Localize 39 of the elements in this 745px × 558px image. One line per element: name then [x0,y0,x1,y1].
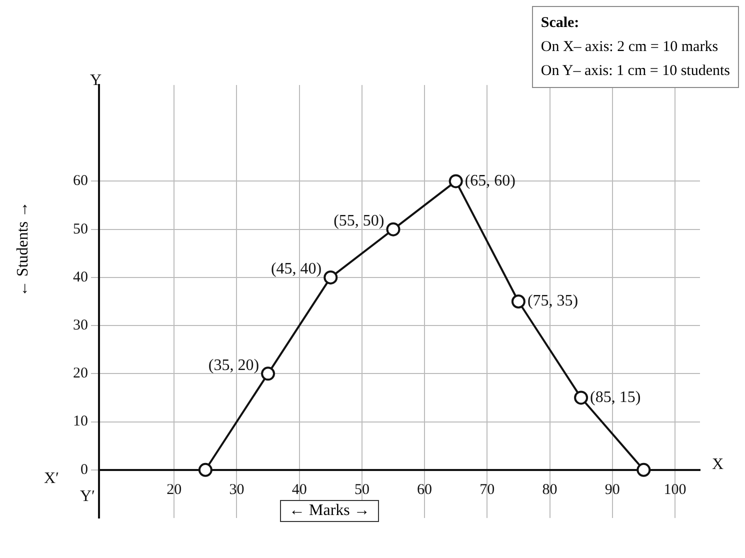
text: X′ [44,470,60,488]
annotation: (55, 50) [334,212,384,230]
y-tick-label: 10 [73,414,88,430]
y-tick-label: 20 [73,366,88,382]
y-tick-label: 30 [73,317,88,334]
text: Scale: [540,14,580,33]
x-tick-label: 30 [229,482,244,498]
text: Y′ [80,488,96,506]
point [386,222,400,236]
text: On X– axis: 2 cm = 10 marks [540,38,720,57]
x-tick-label: 20 [166,482,182,498]
x-tick-label: 70 [480,482,495,498]
annotation: (85, 15) [590,388,641,406]
x-tick-label: 60 [417,482,432,498]
annotation: (35, 20) [208,356,260,374]
x-tick-label: 40 [292,482,307,498]
point [636,462,651,477]
y-tick-label: 60 [73,173,88,190]
x-axis-title: ← Marks → [280,500,379,522]
y-axis-title: ← Students → [14,197,33,301]
annotation: (65, 60) [464,172,516,190]
x-tick-label: 100 [664,482,686,498]
x-tick-label: 90 [604,482,620,498]
text: On Y– axis: 1 cm = 10 students [540,62,730,81]
y-tick-label: 40 [73,269,88,286]
y-tick-label: 0 [80,462,88,478]
y-tick-label: 50 [73,221,88,238]
x-tick-label: 50 [354,482,370,498]
point [261,366,276,381]
point [511,294,526,308]
text: X [712,456,724,474]
point [448,174,463,188]
annotation: (45, 40) [270,260,322,278]
point [198,462,212,477]
annotation: Y [90,72,102,90]
annotation: (75, 35) [527,292,578,310]
point [574,390,588,405]
point [324,270,338,284]
x-tick-label: 80 [542,482,558,498]
